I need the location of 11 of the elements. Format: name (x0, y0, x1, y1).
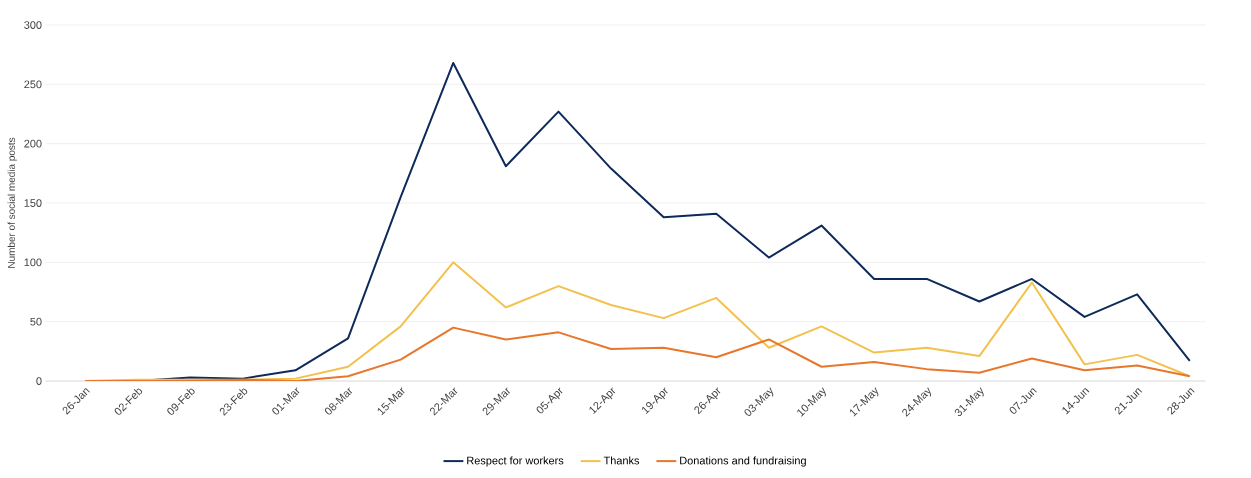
legend-label: Donations and fundraising (680, 456, 806, 467)
y-tick-label: 0 (36, 377, 42, 385)
y-axis-title: Number of social media posts (7, 137, 17, 268)
legend-label: Thanks (603, 456, 640, 465)
y-tick-label: 100 (24, 258, 42, 267)
y-tick-label: 200 (24, 139, 42, 148)
y-tick-label: 300 (24, 21, 42, 29)
y-tick-label: 250 (24, 80, 42, 89)
y-tick-label: 50 (30, 317, 42, 326)
y-tick-label: 150 (24, 199, 42, 207)
legend-label: Respect for workers (467, 456, 564, 467)
